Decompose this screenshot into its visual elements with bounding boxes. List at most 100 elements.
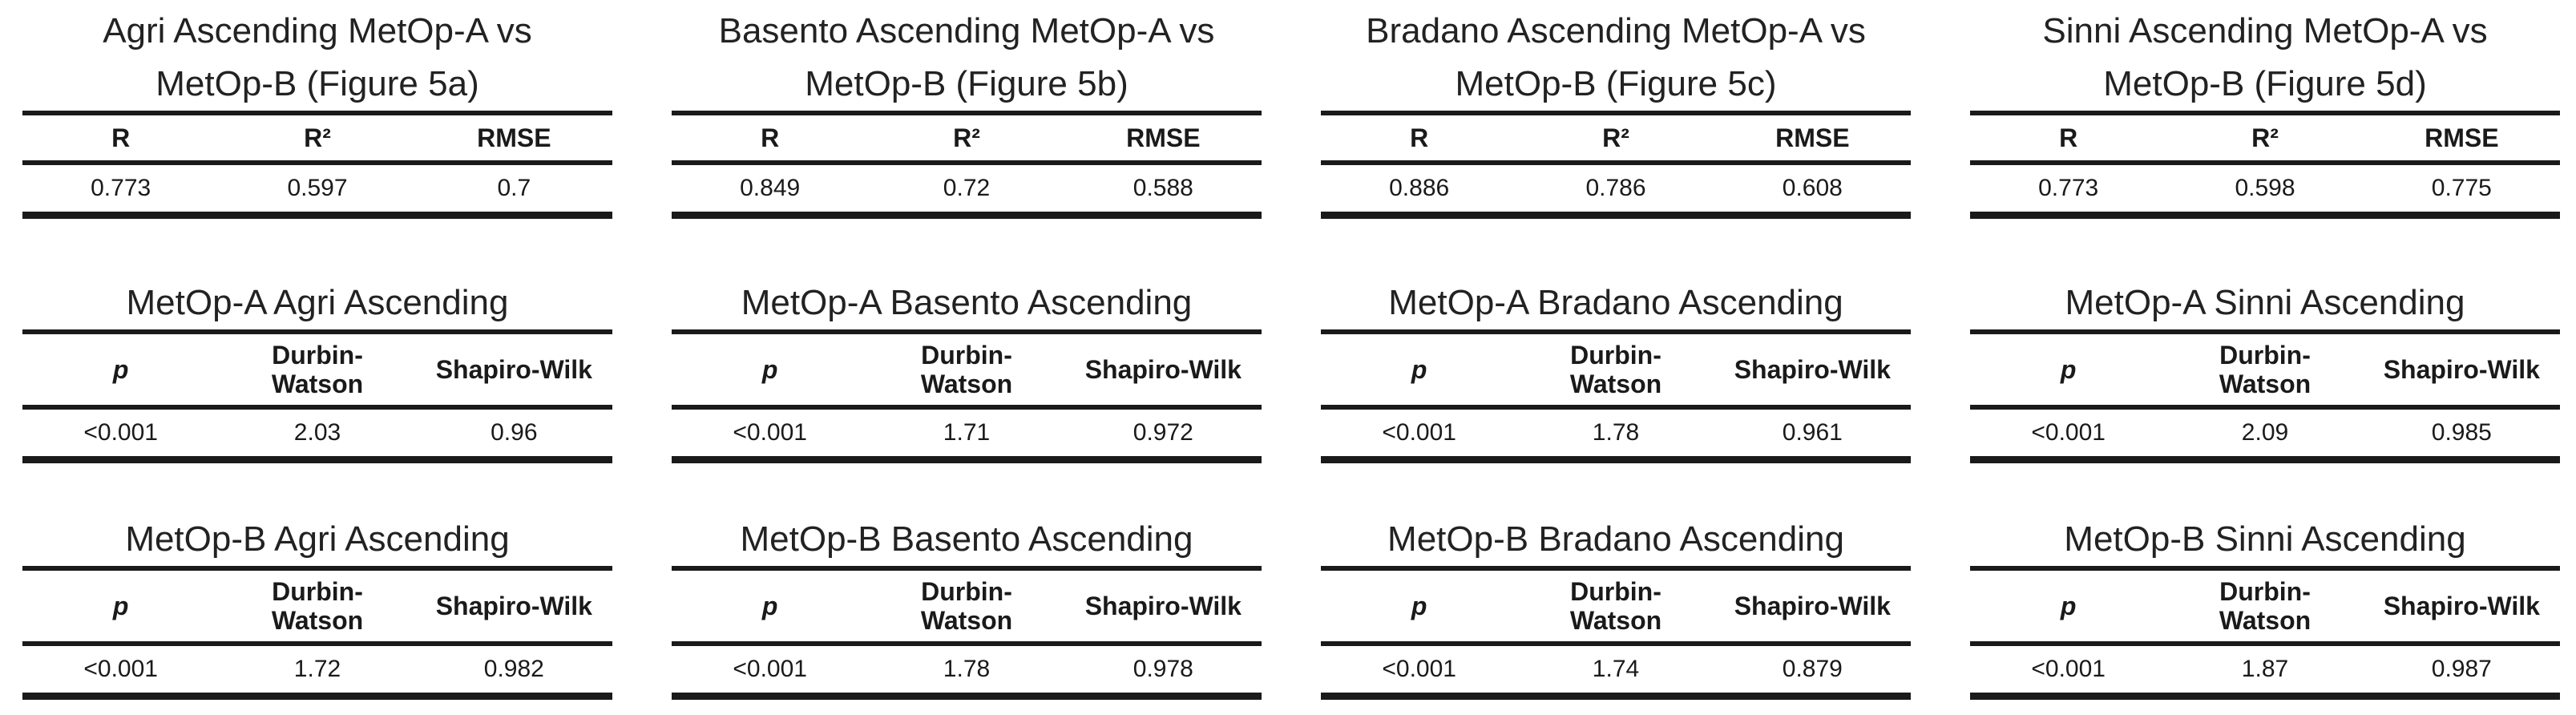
table-row: 0.886 0.786 0.608 [1321,163,1911,219]
title-text: Basento Ascending MetOp-A vs MetOp-B (Fi… [718,11,1215,103]
value-p: <0.001 [1321,644,1518,700]
table-title: MetOp-A Agri Ascending [126,283,509,322]
value-r-squared: 0.597 [219,163,416,219]
value-durbin-watson: 1.72 [219,644,416,700]
diagnostics-table: p Durbin-Watson Shapiro-Wilk <0.001 1.78… [1321,329,1911,463]
header-durbin-watson: Durbin-Watson [2166,566,2364,646]
table-title: MetOp-B Agri Ascending [125,519,510,559]
value-shapiro-wilk: 0.879 [1714,644,1911,700]
value-p: <0.001 [672,407,869,463]
header-rmse: RMSE [1064,111,1262,165]
header-p: p [1970,566,2167,646]
value-r: 0.773 [1970,163,2167,219]
basento-metop-b-block: MetOp-B Basento Ascending p Durbin-Watso… [672,513,1262,700]
header-row: p Durbin-Watson Shapiro-Wilk [1970,566,2560,646]
header-shapiro-wilk: Shapiro-Wilk [415,329,612,410]
value-rmse: 0.775 [2363,163,2560,219]
diagnostics-table: p Durbin-Watson Shapiro-Wilk <0.001 1.72… [22,566,612,700]
value-shapiro-wilk: 0.972 [1064,407,1262,463]
header-row: R R² RMSE [1970,111,2560,165]
table-row: 0.849 0.72 0.588 [672,163,1262,219]
diagnostics-table: p Durbin-Watson Shapiro-Wilk <0.001 1.78… [672,566,1262,700]
regression-table: R R² RMSE 0.886 0.786 0.608 [1321,111,1911,219]
value-durbin-watson: 1.78 [1517,407,1714,463]
regression-table: R R² RMSE 0.773 0.598 0.775 [1970,111,2560,219]
header-row: p Durbin-Watson Shapiro-Wilk [1321,566,1911,646]
header-row: p Durbin-Watson Shapiro-Wilk [22,329,612,410]
value-durbin-watson: 1.71 [868,407,1065,463]
table-title: MetOp-A Bradano Ascending [1388,283,1843,322]
table-title: MetOp-B Basento Ascending [740,519,1193,559]
table-row: <0.001 1.78 0.961 [1321,407,1911,463]
value-durbin-watson: 2.09 [2166,407,2364,463]
table-row: <0.001 2.03 0.96 [22,407,612,463]
diagnostics-table: p Durbin-Watson Shapiro-Wilk <0.001 1.87… [1970,566,2560,700]
header-shapiro-wilk: Shapiro-Wilk [1714,566,1911,646]
title-text: Agri Ascending MetOp-A vs MetOp-B (Figur… [103,11,532,103]
table-title: Sinni Ascending MetOp-A vs MetOp-B (Figu… [1970,5,2560,111]
table-row: <0.001 1.87 0.987 [1970,644,2560,700]
value-rmse: 0.7 [415,163,612,219]
header-r-squared: R² [2166,111,2364,165]
value-rmse: 0.608 [1714,163,1911,219]
sinni-metop-a-block: MetOp-A Sinni Ascending p Durbin-Watson … [1970,277,2560,463]
header-r-squared: R² [868,111,1065,165]
agri-metop-a-block: MetOp-A Agri Ascending p Durbin-Watson S… [22,277,612,463]
agri-metop-b-block: MetOp-B Agri Ascending p Durbin-Watson S… [22,513,612,700]
header-row: R R² RMSE [22,111,612,165]
value-r: 0.886 [1321,163,1518,219]
basento-regression-block: Basento Ascending MetOp-A vs MetOp-B (Fi… [672,5,1262,219]
header-row: R R² RMSE [1321,111,1911,165]
value-shapiro-wilk: 0.961 [1714,407,1911,463]
header-row: p Durbin-Watson Shapiro-Wilk [672,566,1262,646]
header-row: R R² RMSE [672,111,1262,165]
bradano-metop-a-block: MetOp-A Bradano Ascending p Durbin-Watso… [1321,277,1911,463]
regression-table: R R² RMSE 0.773 0.597 0.7 [22,111,612,219]
sinni-regression-block: Sinni Ascending MetOp-A vs MetOp-B (Figu… [1970,5,2560,219]
table-row: 0.773 0.597 0.7 [22,163,612,219]
value-r-squared: 0.598 [2166,163,2364,219]
value-p: <0.001 [22,644,220,700]
value-shapiro-wilk: 0.987 [2363,644,2560,700]
value-r-squared: 0.786 [1517,163,1714,219]
value-shapiro-wilk: 0.985 [2363,407,2560,463]
table-row: <0.001 1.72 0.982 [22,644,612,700]
diagnostics-table: p Durbin-Watson Shapiro-Wilk <0.001 2.03… [22,329,612,463]
sinni-metop-b-block: MetOp-B Sinni Ascending p Durbin-Watson … [1970,513,2560,700]
value-p: <0.001 [1970,644,2167,700]
table-row: <0.001 1.74 0.879 [1321,644,1911,700]
header-r: R [672,111,869,165]
value-p: <0.001 [1970,407,2167,463]
bradano-metop-b-block: MetOp-B Bradano Ascending p Durbin-Watso… [1321,513,1911,700]
value-p: <0.001 [22,407,220,463]
header-shapiro-wilk: Shapiro-Wilk [2363,566,2560,646]
value-durbin-watson: 1.87 [2166,644,2364,700]
header-p: p [22,329,220,410]
header-p: p [22,566,220,646]
table-row: <0.001 1.71 0.972 [672,407,1262,463]
header-row: p Durbin-Watson Shapiro-Wilk [672,329,1262,410]
table-title: MetOp-B Sinni Ascending [2064,519,2466,559]
value-r: 0.773 [22,163,220,219]
header-durbin-watson: Durbin-Watson [868,566,1065,646]
header-shapiro-wilk: Shapiro-Wilk [1064,329,1262,410]
header-r: R [1970,111,2167,165]
table-title: MetOp-B Bradano Ascending [1387,519,1844,559]
header-p: p [1970,329,2167,410]
header-shapiro-wilk: Shapiro-Wilk [1064,566,1262,646]
title-text: Sinni Ascending MetOp-A vs MetOp-B (Figu… [2042,11,2488,103]
value-p: <0.001 [672,644,869,700]
value-r: 0.849 [672,163,869,219]
regression-table: R R² RMSE 0.849 0.72 0.588 [672,111,1262,219]
table-title: MetOp-A Sinni Ascending [2065,283,2465,322]
value-durbin-watson: 1.78 [868,644,1065,700]
table-title: Basento Ascending MetOp-A vs MetOp-B (Fi… [672,5,1262,111]
header-shapiro-wilk: Shapiro-Wilk [2363,329,2560,410]
diagnostics-table: p Durbin-Watson Shapiro-Wilk <0.001 1.71… [672,329,1262,463]
header-row: p Durbin-Watson Shapiro-Wilk [1321,329,1911,410]
header-row: p Durbin-Watson Shapiro-Wilk [22,566,612,646]
header-r: R [22,111,220,165]
header-p: p [1321,566,1518,646]
value-shapiro-wilk: 0.96 [415,407,612,463]
